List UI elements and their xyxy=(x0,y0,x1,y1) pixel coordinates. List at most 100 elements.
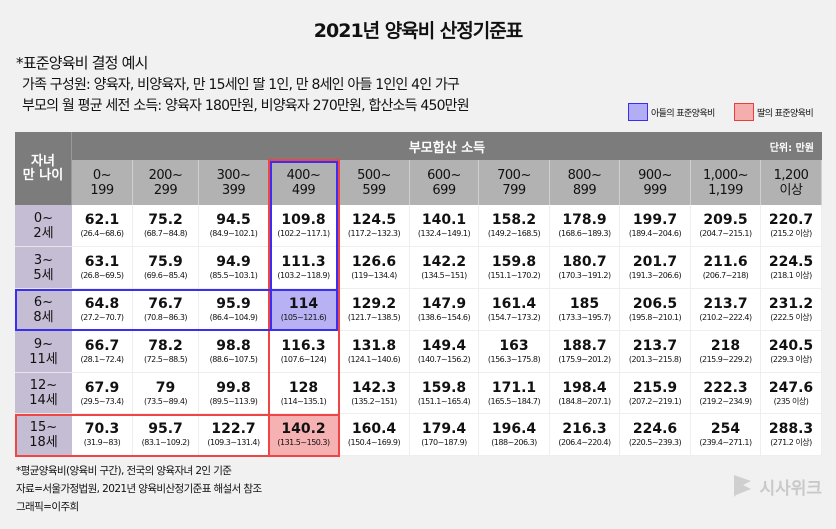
average-cost: 147.9 xyxy=(421,296,467,312)
cost-range: (86.4~104.9) xyxy=(209,313,258,322)
footnote: *평균양육비(양육비 구간), 전국의 양육자녀 2인 기준 xyxy=(16,465,232,477)
table-cell: 129.2 (121.7~138.5) xyxy=(339,289,410,331)
child-support-table: 자녀 만 나이 부모합산 소득 단위: 만원 0~ 199 200~ 299 300… xyxy=(15,132,822,456)
cost-range: (27.2~70.7) xyxy=(80,313,124,322)
table-cell: 288.3 (271.2 이상) xyxy=(761,414,822,456)
cost-range: (156.3~175.8) xyxy=(487,355,541,364)
average-cost: 75.9 xyxy=(148,254,183,270)
table-cell: 116.3 (107.6~124) xyxy=(269,331,339,373)
average-cost: 215.9 xyxy=(632,379,678,396)
average-cost: 95.7 xyxy=(148,421,183,437)
table-cell: 211.6 (206.7~218) xyxy=(691,247,761,289)
cost-range: (222.5 이상) xyxy=(770,313,812,322)
cost-range: (220.5~239.3) xyxy=(628,438,682,447)
cost-range: (151.1~165.4) xyxy=(417,396,471,406)
age-header-label: 자녀 만 나이 xyxy=(22,153,64,183)
cost-range: (184.8~207.1) xyxy=(558,396,611,406)
table-cell: 76.7 (70.8~86.3) xyxy=(133,289,199,331)
average-cost: 254 xyxy=(710,421,741,437)
cost-range: (154.7~173.2) xyxy=(487,313,541,322)
table-cell: 124.5 (117.2~132.3) xyxy=(339,205,410,247)
income-column-header: 700~ 799 xyxy=(479,160,550,205)
table-cell: 188.7 (175.9~201.2) xyxy=(550,331,620,373)
average-cost: 109.8 xyxy=(281,212,326,228)
table-cell: 149.4 (140.7~156.2) xyxy=(410,331,479,373)
average-cost: 140.2 xyxy=(281,421,326,437)
cost-range: (168.6~189.3) xyxy=(558,229,611,238)
average-cost: 78.2 xyxy=(148,338,183,354)
cost-range: (140.7~156.2) xyxy=(417,355,471,364)
legend-swatch-red xyxy=(734,103,754,121)
table-cell: 213.7 (210.2~222.4) xyxy=(691,289,761,331)
table-cell: 198.4 (184.8~207.1) xyxy=(550,373,620,414)
table-cell: 222.3 (219.2~234.9) xyxy=(691,373,761,414)
income-column-header: 500~ 599 xyxy=(339,160,410,205)
page-title: 2021년 양육비 산정기준표 xyxy=(313,20,523,42)
table-cell: 224.5 (218.1 이상) xyxy=(761,247,822,289)
cost-range: (73.5~89.4) xyxy=(143,396,188,406)
table-cell: 218 (215.9~229.2) xyxy=(691,331,761,373)
table-cell: 64.8 (27.2~70.7) xyxy=(72,289,133,331)
average-cost: 116.3 xyxy=(281,338,326,354)
average-cost: 79 xyxy=(155,379,176,396)
average-cost: 70.3 xyxy=(84,421,120,437)
table-cell: 63.1 (26.8~69.5) xyxy=(72,247,133,289)
example-heading: *표준양육비 결정 예시 xyxy=(16,54,148,72)
cost-range: (135.2~151) xyxy=(351,396,397,406)
cost-range: (138.6~154.6) xyxy=(417,313,471,322)
cost-range: (72.5~88.5) xyxy=(143,355,188,364)
average-cost: 76.7 xyxy=(148,296,183,312)
average-cost: 158.2 xyxy=(491,212,537,228)
table-cell: 147.9 (138.6~154.6) xyxy=(410,289,479,331)
average-cost: 209.5 xyxy=(703,212,748,228)
table-cell: 179.4 (170~187.9) xyxy=(410,414,479,456)
table-cell: 213.7 (201.3~215.8) xyxy=(620,331,691,373)
example-income: 부모의 월 평균 세전 소득: 양육자 180만원, 비양육자 270만원, 합… xyxy=(22,98,470,114)
average-cost: 163 xyxy=(499,338,529,354)
age-label: 6~ 8세 xyxy=(33,294,54,325)
income-range-label: 1,200 이상 xyxy=(773,167,809,198)
cost-range: (29.5~73.4) xyxy=(80,396,124,406)
age-header: 자녀 만 나이 xyxy=(15,132,72,205)
income-range-label: 900~ 999 xyxy=(638,167,672,198)
table-cell: 140.2 (131.5~150.3) xyxy=(269,414,339,456)
cost-range: (207.2~219.1) xyxy=(628,396,682,406)
cost-range: (215.9~229.2) xyxy=(699,355,752,364)
average-cost: 213.7 xyxy=(632,338,678,354)
legend-label: 딸의 표준양육비 xyxy=(757,108,814,119)
average-cost: 196.4 xyxy=(491,421,537,437)
table-cell: 196.4 (188~206.3) xyxy=(479,414,550,456)
income-column-header: 300~ 399 xyxy=(199,160,269,205)
table-cell: 163 (156.3~175.8) xyxy=(479,331,550,373)
table-cell: 220.7 (215.2 이상) xyxy=(761,205,822,247)
average-cost: 161.4 xyxy=(491,296,537,312)
average-cost: 124.5 xyxy=(351,212,397,228)
income-group-label: 부모합산 소득 xyxy=(408,140,486,156)
logo-icon xyxy=(734,475,752,497)
age-row-header: 9~ 11세 xyxy=(15,331,72,373)
average-cost: 128 xyxy=(288,379,319,396)
table-cell: 216.3 (206.4~220.4) xyxy=(550,414,620,456)
age-label: 0~ 2세 xyxy=(33,210,54,241)
cost-range: (170.3~191.2) xyxy=(558,271,611,280)
average-cost: 199.7 xyxy=(632,212,678,228)
age-row-header: 15~ 18세 xyxy=(15,414,72,456)
example-family: 가족 구성원: 양육자, 비양육자, 만 15세인 딸 1인, 만 8세인 아들… xyxy=(22,77,460,93)
income-range-label: 1,000~ 1,199 xyxy=(702,167,749,198)
cost-range: (206.7~218) xyxy=(702,271,749,280)
average-cost: 63.1 xyxy=(84,254,120,270)
income-range-label: 400~ 499 xyxy=(286,167,321,198)
cost-range: (271.2 이상) xyxy=(770,438,812,447)
table-cell: 158.2 (149.2~168.5) xyxy=(479,205,550,247)
average-cost: 231.2 xyxy=(768,296,814,312)
average-cost: 220.7 xyxy=(768,212,814,228)
legend-daughter: 딸의 표준양육비 xyxy=(734,103,814,121)
table-cell: 159.8 (151.1~165.4) xyxy=(410,373,479,414)
age-label: 12~ 14세 xyxy=(29,378,58,408)
cost-range: (85.5~103.1) xyxy=(209,271,258,280)
average-cost: 218 xyxy=(710,338,741,354)
cost-range: (89.5~113.9) xyxy=(209,396,258,406)
cost-range: (218.1 이상) xyxy=(770,271,812,280)
table-cell: 185 (173.3~195.7) xyxy=(550,289,620,331)
